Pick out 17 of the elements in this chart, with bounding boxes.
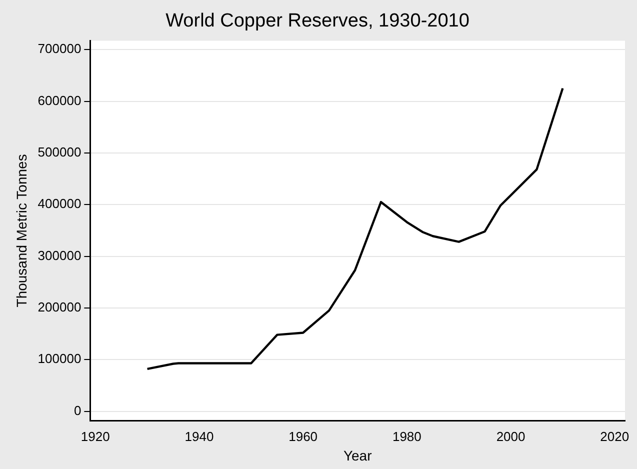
y-tick-label: 500000 — [38, 144, 82, 160]
y-tick-label: 100000 — [38, 351, 82, 366]
y-axis-title: Thousand Metric Tonnes — [13, 154, 30, 308]
y-tick-label: 200000 — [38, 300, 82, 315]
x-tick-label: 2020 — [600, 428, 630, 444]
y-tick-label: 600000 — [38, 92, 82, 108]
x-tick-label: 1960 — [288, 428, 318, 444]
x-tick-label: 1980 — [392, 428, 422, 444]
x-tick-label: 1940 — [184, 428, 214, 444]
x-axis-title: Year — [343, 447, 372, 464]
y-tick-label: 400000 — [38, 196, 82, 212]
x-tick-label: 1920 — [80, 428, 110, 444]
y-tick-label: 0 — [74, 402, 82, 418]
chart-title: World Copper Reserves, 1930-2010 — [166, 10, 470, 32]
x-tick-label: 2000 — [496, 428, 526, 444]
y-tick-label: 300000 — [38, 248, 82, 263]
y-tick-label: 700000 — [38, 41, 82, 56]
